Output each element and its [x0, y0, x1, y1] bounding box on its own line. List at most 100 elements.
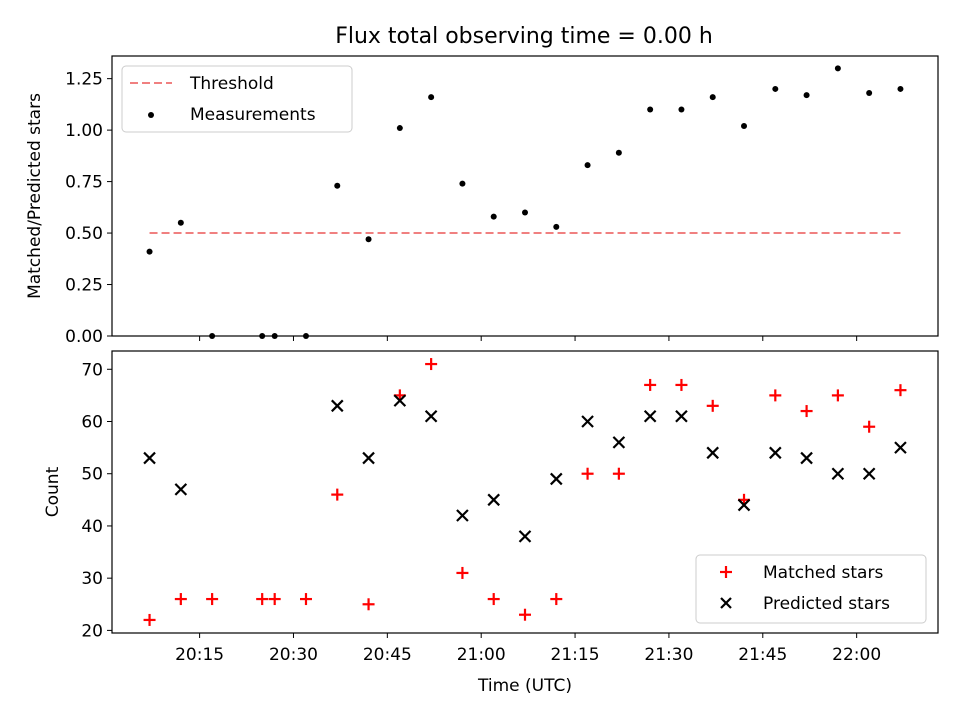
- bottom-x-tick-label: 22:00: [832, 645, 881, 665]
- predicted-star-point: [330, 399, 344, 413]
- matched-star-point: [299, 593, 312, 606]
- matched-star-point: [487, 593, 500, 606]
- predicted-star-point: [769, 446, 782, 460]
- measurement-point: [678, 106, 685, 113]
- bottom-y-tick-label: 30: [81, 569, 103, 589]
- top-legend: Threshold Measurements: [121, 65, 353, 133]
- top-y-tick-label: 1.25: [65, 70, 103, 90]
- predicted-star-point: [143, 451, 156, 465]
- bottom-x-tick-label: 21:30: [644, 645, 693, 665]
- bottom-y-tick-label: 40: [81, 517, 103, 537]
- measurement-point: [584, 162, 591, 169]
- top-legend-box: [121, 65, 353, 133]
- bottom-x-tick-label: 20:15: [175, 645, 224, 665]
- matched-star-point: [612, 467, 625, 480]
- matched-star-point: [256, 593, 269, 606]
- bottom-y-axis: 20 30 40 50 60 70: [81, 360, 112, 641]
- measurement-point: [803, 92, 810, 99]
- bottom-plot-panel: 20 30 40 50 60 70 20:15 20:30 20:45 21:00 21:15 21…: [43, 350, 939, 696]
- predicted-star-point: [456, 509, 469, 522]
- measurement-point: [177, 219, 184, 226]
- measurement-point: [615, 149, 622, 156]
- threshold-legend-label: Threshold: [189, 74, 274, 94]
- bottom-x-tick-label: 20:45: [363, 645, 412, 665]
- predicted-star-point: [581, 415, 594, 428]
- predicted-star-point: [362, 451, 375, 465]
- bottom-y-tick-label: 70: [81, 360, 103, 380]
- predicted-star-point: [800, 451, 813, 465]
- top-y-tick-label: 1.00: [65, 121, 103, 141]
- bottom-x-tick-label: 21:15: [551, 645, 600, 665]
- predicted-star-point: [487, 493, 500, 507]
- matched-star-point: [206, 593, 219, 606]
- bottom-legend: Matched stars Predicted stars: [695, 554, 927, 624]
- measurement-point: [647, 106, 654, 113]
- matched-star-point: [675, 378, 688, 391]
- predicted-star-point: [894, 441, 907, 454]
- matched-star-point: [800, 405, 813, 418]
- measurement-point: [834, 65, 841, 72]
- bottom-plot-frame: [111, 350, 939, 634]
- bottom-x-tick-label: 21:00: [457, 645, 506, 665]
- bottom-y-axis-label: Count: [43, 466, 63, 517]
- measurement-point: [396, 125, 403, 132]
- top-y-tick-label: 0.50: [65, 224, 103, 244]
- bottom-x-axis-label: Time (UTC): [477, 676, 572, 696]
- measurement-point: [459, 180, 466, 187]
- bottom-y-tick-label: 20: [81, 621, 103, 641]
- predicted-star-point: [737, 498, 751, 512]
- top-y-tick-label: 0.00: [65, 327, 103, 347]
- matched-star-point: [456, 566, 469, 579]
- predicted-legend-label: Predicted stars: [763, 594, 890, 614]
- matched-star-point: [519, 608, 531, 621]
- measurement-point: [365, 236, 372, 243]
- measurement-point: [772, 85, 779, 92]
- bottom-y-tick-label: 50: [81, 465, 103, 485]
- predicted-star-point: [706, 446, 720, 460]
- matched-star-point: [831, 389, 844, 402]
- top-y-tick-label: 0.25: [65, 276, 103, 296]
- top-x-ticks: [199, 336, 858, 341]
- predicted-star-point: [612, 436, 626, 449]
- top-y-axis: 0.00 0.25 0.50 0.75 1.00 1.25: [65, 70, 112, 347]
- measurement-point: [428, 94, 435, 101]
- matched-star-point: [331, 488, 344, 501]
- predicted-star-point: [550, 472, 563, 486]
- bottom-data-marks: [143, 358, 907, 626]
- bottom-x-tick-label: 20:30: [269, 645, 318, 665]
- matched-star-point: [143, 613, 156, 626]
- matched-legend-label: Matched stars: [763, 563, 883, 583]
- matched-star-point: [581, 467, 594, 480]
- top-y-tick-label: 0.75: [65, 173, 103, 193]
- predicted-star-point: [675, 409, 688, 423]
- measurement-point: [897, 85, 904, 92]
- matched-legend-swatch: [720, 566, 732, 578]
- measurement-point: [146, 248, 153, 255]
- bottom-y-tick-label: 60: [81, 413, 103, 433]
- predicted-star-point: [424, 409, 438, 423]
- predicted-star-point: [393, 394, 407, 407]
- top-y-axis-label: Matched/Predicted stars: [25, 93, 45, 299]
- top-plot-frame: [111, 55, 939, 337]
- bottom-x-axis: 20:15 20:30 20:45 21:00 21:15 21:30 21:45 22:00: [175, 633, 881, 665]
- matched-star-point: [644, 378, 657, 391]
- figure-title: Flux total observing time = 0.00 h: [335, 24, 713, 49]
- measurement-point: [866, 90, 873, 97]
- predicted-star-point: [643, 409, 657, 423]
- matched-star-point: [174, 593, 187, 606]
- predicted-star-point: [862, 467, 876, 481]
- measurement-point: [334, 182, 341, 189]
- matched-star-point: [706, 399, 719, 412]
- predicted-star-point: [831, 467, 845, 481]
- matched-star-point: [894, 384, 907, 397]
- matched-star-point: [362, 598, 375, 611]
- top-plot-panel: 0.00 0.25 0.50 0.75 1.00 1.25 Matched/Predict…: [25, 55, 939, 347]
- matched-star-point: [550, 593, 563, 606]
- predicted-star-point: [174, 483, 188, 496]
- bottom-x-tick-label: 21:45: [738, 645, 787, 665]
- predicted-star-point: [518, 530, 532, 543]
- measurements-legend-swatch: [148, 112, 154, 118]
- matched-star-point: [425, 358, 438, 371]
- matched-star-point: [863, 420, 876, 433]
